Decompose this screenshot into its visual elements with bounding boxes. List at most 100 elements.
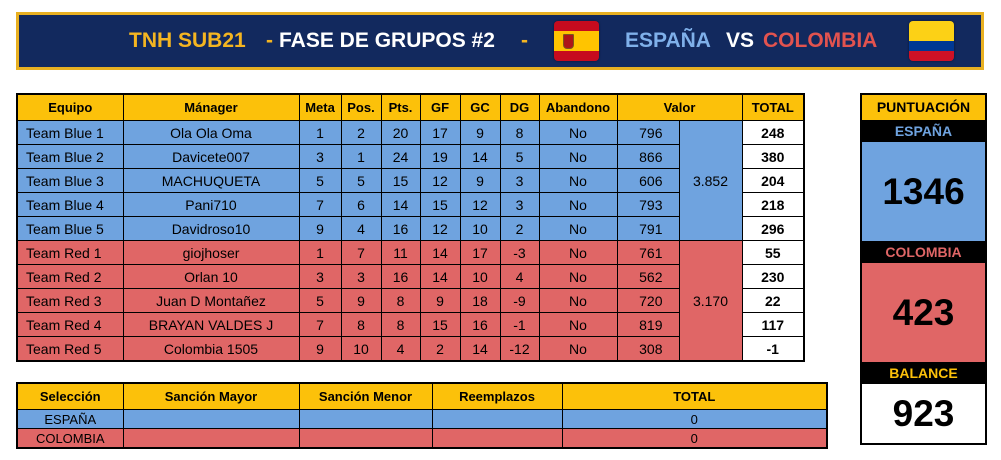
- gf-cell: 9: [419, 288, 461, 313]
- pts-cell: 4: [380, 336, 421, 362]
- valor-cell: 791: [616, 216, 680, 241]
- results-table: Equipo Mánager Meta Pos. Pts. GF GC DG A…: [16, 93, 805, 362]
- reemplazos-cell: [431, 409, 563, 429]
- dg-cell: -9: [499, 288, 540, 313]
- valor-cell: 761: [616, 240, 680, 265]
- pos-cell: 3: [340, 264, 382, 289]
- dg-cell: 3: [499, 192, 540, 217]
- manager-cell: MACHUQUETA: [122, 168, 300, 193]
- column-header: Sanción Menor: [298, 382, 433, 410]
- total-cell: 22: [741, 288, 805, 313]
- pts-cell: 16: [380, 216, 421, 241]
- column-header: TOTAL: [561, 382, 828, 410]
- column-header: GC: [459, 93, 501, 121]
- team-cell: Team Red 2: [16, 264, 124, 289]
- table-row: Team Blue 1 Ola Ola Oma 1 2 20 17 9 8 No…: [16, 120, 805, 241]
- valor-cell: 606: [616, 168, 680, 193]
- abandono-cell: No: [538, 288, 618, 313]
- manager-cell: Ola Ola Oma: [122, 120, 300, 145]
- manager-cell: BRAYAN VALDES J: [122, 312, 300, 337]
- gf-cell: 15: [419, 312, 461, 337]
- table-row: Team Blue 5 Davidroso10 9 4 16 12 10 2 N…: [16, 216, 805, 241]
- gf-cell: 15: [419, 192, 461, 217]
- manager-cell: Pani710: [122, 192, 300, 217]
- total-cell: 0: [561, 428, 828, 449]
- table-row: Team Red 2 Orlan 10 3 3 16 14 10 4 No 56…: [16, 264, 805, 289]
- manager-cell: giojhoser: [122, 240, 300, 265]
- dg-cell: -12: [499, 336, 540, 362]
- table-row: Team Blue 3 MACHUQUETA 5 5 15 12 9 3 No …: [16, 168, 805, 193]
- meta-cell: 3: [298, 144, 342, 169]
- meta-cell: 3: [298, 264, 342, 289]
- meta-cell: 1: [298, 120, 342, 145]
- pts-cell: 15: [380, 168, 421, 193]
- gc-cell: 9: [459, 120, 501, 145]
- team-a-label: ESPAÑA: [862, 120, 985, 142]
- manager-cell: Orlan 10: [122, 264, 300, 289]
- column-header: Equipo: [16, 93, 124, 121]
- pos-cell: 6: [340, 192, 382, 217]
- dg-cell: 5: [499, 144, 540, 169]
- total-cell: 117: [741, 312, 805, 337]
- team-cell: Team Red 3: [16, 288, 124, 313]
- total-cell: 230: [741, 264, 805, 289]
- abandono-cell: No: [538, 192, 618, 217]
- dg-cell: 3: [499, 168, 540, 193]
- gf-cell: 19: [419, 144, 461, 169]
- column-header: TOTAL: [741, 93, 805, 121]
- abandono-cell: No: [538, 144, 618, 169]
- total-cell: 55: [741, 240, 805, 265]
- sancion-menor-cell: [298, 409, 433, 429]
- colombia-flag-icon: [909, 21, 954, 61]
- valor-cell: 308: [616, 336, 680, 362]
- blue-valor-sum: 3.852: [678, 120, 743, 241]
- pos-cell: 4: [340, 216, 382, 241]
- abandono-cell: No: [538, 312, 618, 337]
- pts-cell: 24: [380, 144, 421, 169]
- sancion-mayor-cell: [122, 409, 300, 429]
- valor-cell: 866: [616, 144, 680, 169]
- gc-cell: 18: [459, 288, 501, 313]
- gf-cell: 12: [419, 168, 461, 193]
- seleccion-cell: ESPAÑA: [16, 409, 124, 429]
- column-header: Reemplazos: [431, 382, 563, 410]
- meta-cell: 7: [298, 312, 342, 337]
- team-cell: Team Blue 2: [16, 144, 124, 169]
- dg-cell: -1: [499, 312, 540, 337]
- gc-cell: 17: [459, 240, 501, 265]
- table-header-row: Equipo Mánager Meta Pos. Pts. GF GC DG A…: [16, 93, 805, 121]
- gc-cell: 10: [459, 216, 501, 241]
- total-cell: 380: [741, 144, 805, 169]
- pts-cell: 20: [380, 120, 421, 145]
- column-header: GF: [419, 93, 461, 121]
- pts-cell: 8: [380, 312, 421, 337]
- pos-cell: 10: [340, 336, 382, 362]
- pos-cell: 2: [340, 120, 382, 145]
- dg-cell: 2: [499, 216, 540, 241]
- valor-cell: 562: [616, 264, 680, 289]
- sanctions-table: Selección Sanción Mayor Sanción Menor Re…: [16, 382, 828, 449]
- total-cell: 218: [741, 192, 805, 217]
- column-header: DG: [499, 93, 540, 121]
- balance-value: 923: [862, 384, 985, 443]
- sancion-menor-cell: [298, 428, 433, 449]
- abandono-cell: No: [538, 336, 618, 362]
- meta-cell: 1: [298, 240, 342, 265]
- column-header: Pts.: [380, 93, 421, 121]
- red-valor-sum: 3.170: [678, 240, 743, 362]
- pos-cell: 5: [340, 168, 382, 193]
- team-cell: Team Red 1: [16, 240, 124, 265]
- pts-cell: 8: [380, 288, 421, 313]
- table-row: ESPAÑA 0: [16, 409, 828, 429]
- abandono-cell: No: [538, 264, 618, 289]
- team-cell: Team Blue 5: [16, 216, 124, 241]
- manager-cell: Colombia 1505: [122, 336, 300, 362]
- gf-cell: 17: [419, 120, 461, 145]
- match-banner: TNH SUB21 - FASE DE GRUPOS #2 - ESPAÑA V…: [16, 12, 984, 70]
- table-row: Team Red 3 Juan D Montañez 5 9 8 9 18 -9…: [16, 288, 805, 313]
- reemplazos-cell: [431, 428, 563, 449]
- pos-cell: 1: [340, 144, 382, 169]
- total-cell: 0: [561, 409, 828, 429]
- table-row: Team Red 1 giojhoser 1 7 11 14 17 -3 No …: [16, 240, 805, 362]
- gc-cell: 16: [459, 312, 501, 337]
